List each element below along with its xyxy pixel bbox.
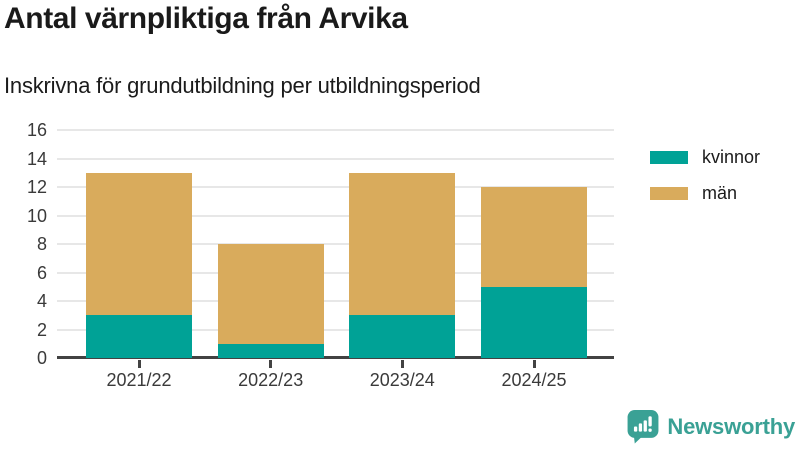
y-tick-label-10: 10 xyxy=(26,205,47,226)
bar-stack-2022/23 xyxy=(217,130,324,358)
legend-swatch-kvinnor xyxy=(650,151,688,164)
plot-area: 2021/22 2022/23 2023/24 2024/25 xyxy=(57,129,614,390)
y-tick-label-12: 12 xyxy=(26,177,47,197)
bar-segment-kvinnor-2021/22 xyxy=(86,315,192,358)
y-tick-label-4: 4 xyxy=(36,291,47,311)
x-tick-label-2024/25: 2024/25 xyxy=(501,370,567,390)
y-tick-label-16: 16 xyxy=(26,120,47,140)
y-tick-label-6: 6 xyxy=(36,262,47,283)
x-tick-label-2021/22: 2021/22 xyxy=(106,370,172,390)
newsworthy-logo-icon xyxy=(627,410,659,444)
x-axis-line xyxy=(57,356,614,359)
bar-segment-män-2022/23 xyxy=(217,244,324,344)
bar-segment-kvinnor-2023/24 xyxy=(349,315,456,358)
gridline-y-12 xyxy=(57,186,614,188)
x-tick-mark-2023/24 xyxy=(400,360,404,368)
gridline-y-8 xyxy=(57,243,614,245)
gridline-y-2 xyxy=(57,328,614,331)
y-tick-label-14: 14 xyxy=(26,148,47,169)
gridline-y-14 xyxy=(57,157,614,160)
bar-segment-män-2024/25 xyxy=(481,187,587,287)
gridline-y-16 xyxy=(57,129,614,131)
x-tick-mark-2022/23 xyxy=(269,360,273,368)
gridline-y-10 xyxy=(57,214,614,217)
brand-name-text: Newsworthy xyxy=(667,413,795,439)
bar-segment-kvinnor-2022/23 xyxy=(217,343,324,358)
gridline-y-4 xyxy=(57,300,614,302)
x-tick-mark-2024/25 xyxy=(532,360,536,368)
y-tick-label-2: 2 xyxy=(36,319,47,340)
x-tick-label-2022/23: 2022/23 xyxy=(238,370,304,390)
gridline-y-6 xyxy=(57,271,614,274)
chart-subtitle: Inskrivna för grundutbildning per utbild… xyxy=(4,73,481,98)
branding: Newsworthy xyxy=(626,409,795,444)
legend-item-män: män xyxy=(650,183,760,204)
y-tick-label-8: 8 xyxy=(36,234,47,254)
x-tick-mark-2021/22 xyxy=(137,360,141,368)
bar-segment-män-2021/22 xyxy=(86,172,192,316)
x-tick-label-2023/24: 2023/24 xyxy=(369,370,435,390)
legend-item-kvinnor: kvinnor xyxy=(650,147,760,168)
y-tick-label-0: 0 xyxy=(36,348,47,368)
legend: kvinnor män xyxy=(650,147,760,219)
legend-swatch-män xyxy=(650,187,688,200)
legend-label-män: män xyxy=(702,183,738,203)
legend-label-kvinnor: kvinnor xyxy=(702,147,761,167)
chart-title: Antal värnpliktiga från Arvika xyxy=(4,2,408,35)
bar-segment-män-2023/24 xyxy=(349,172,456,316)
bar-segment-kvinnor-2024/25 xyxy=(481,286,587,358)
bar-stack-2023/24 xyxy=(349,130,456,358)
bar-stack-2024/25 xyxy=(481,130,587,358)
bar-stack-2021/22 xyxy=(86,130,192,358)
